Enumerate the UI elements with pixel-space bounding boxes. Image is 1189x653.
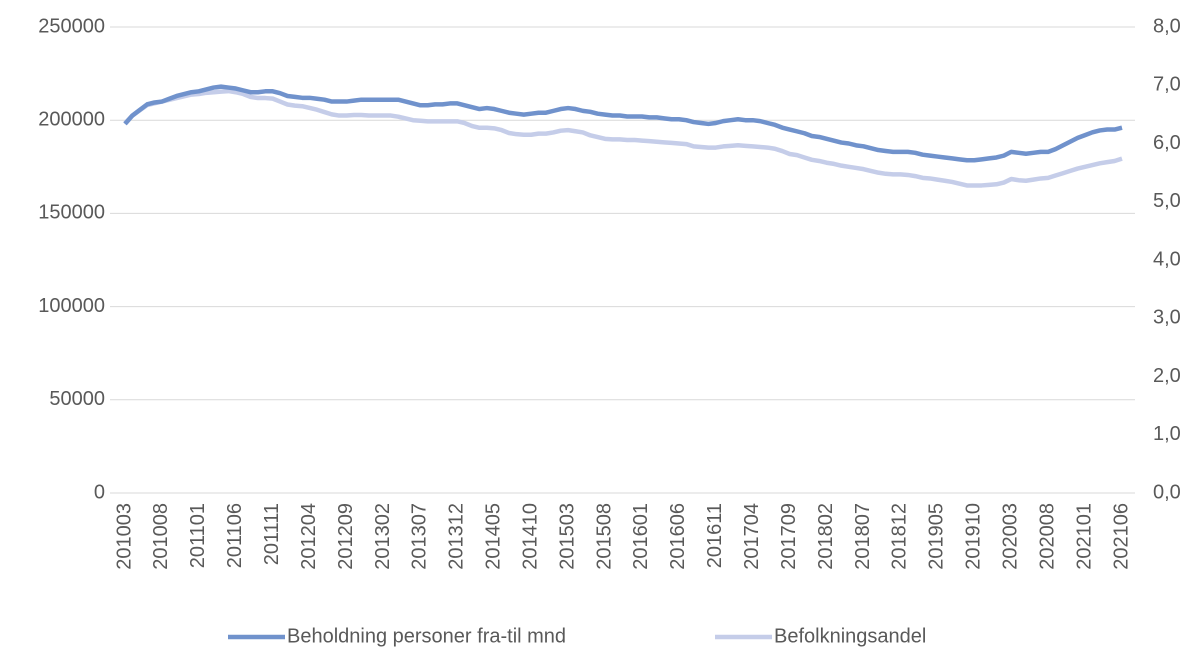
x-tick-label: 201307 — [409, 503, 431, 570]
x-tick-label: 201807 — [852, 503, 874, 570]
x-tick-label: 201709 — [778, 503, 800, 570]
x-tick-label: 201905 — [926, 503, 948, 570]
y2-tick-label: 4,0 — [1153, 248, 1181, 270]
x-tick-label: 201302 — [372, 503, 394, 570]
x-tick-label: 201003 — [113, 503, 135, 570]
y-tick-label: 100000 — [38, 295, 105, 317]
y-tick-label: 250000 — [38, 15, 105, 37]
x-tick-label: 202106 — [1110, 503, 1132, 570]
x-tick-label: 201209 — [335, 503, 357, 570]
y2-tick-label: 5,0 — [1153, 190, 1181, 212]
series-line — [123, 88, 1123, 188]
x-tick-label: 201410 — [519, 503, 541, 570]
x-tick-label: 201601 — [630, 503, 652, 570]
legend-label: Beholdning personer fra-til mnd — [287, 625, 566, 647]
x-tick-label: 202008 — [1036, 503, 1058, 570]
x-tick-label: 201101 — [187, 503, 209, 568]
y2-tick-label: 6,0 — [1153, 132, 1181, 154]
y2-tick-label: 7,0 — [1153, 74, 1181, 96]
x-tick-label: 201606 — [667, 503, 689, 570]
x-tick-label: 201204 — [298, 503, 320, 570]
x-tick-label: 201910 — [963, 503, 985, 570]
x-tick-label: 201111 — [261, 503, 283, 565]
x-tick-label: 201802 — [815, 503, 837, 570]
legend-label: Befolkningsandel — [774, 625, 926, 647]
y2-tick-label: 3,0 — [1153, 307, 1181, 329]
x-tick-label: 201812 — [889, 503, 911, 570]
y2-tick-label: 1,0 — [1153, 423, 1181, 445]
y-tick-label: 0 — [94, 481, 105, 503]
x-tick-label: 201312 — [446, 503, 468, 570]
x-tick-label: 201611 — [704, 503, 726, 568]
y2-tick-label: 8,0 — [1153, 15, 1181, 37]
x-tick-label: 201405 — [483, 503, 505, 570]
x-tick-label: 201503 — [556, 503, 578, 570]
x-tick-label: 201508 — [593, 503, 615, 570]
x-tick-label: 201106 — [224, 503, 246, 568]
series-line — [123, 84, 1123, 163]
y2-tick-label: 2,0 — [1153, 365, 1181, 387]
x-tick-label: 201008 — [150, 503, 172, 570]
x-tick-label: 201704 — [741, 503, 763, 570]
y-tick-label: 200000 — [38, 108, 105, 130]
y-tick-label: 50000 — [49, 388, 105, 410]
y2-tick-label: 0,0 — [1153, 481, 1181, 503]
x-tick-label: 202003 — [1000, 503, 1022, 570]
y-tick-label: 150000 — [38, 202, 105, 224]
x-tick-label: 202101 — [1073, 503, 1095, 570]
